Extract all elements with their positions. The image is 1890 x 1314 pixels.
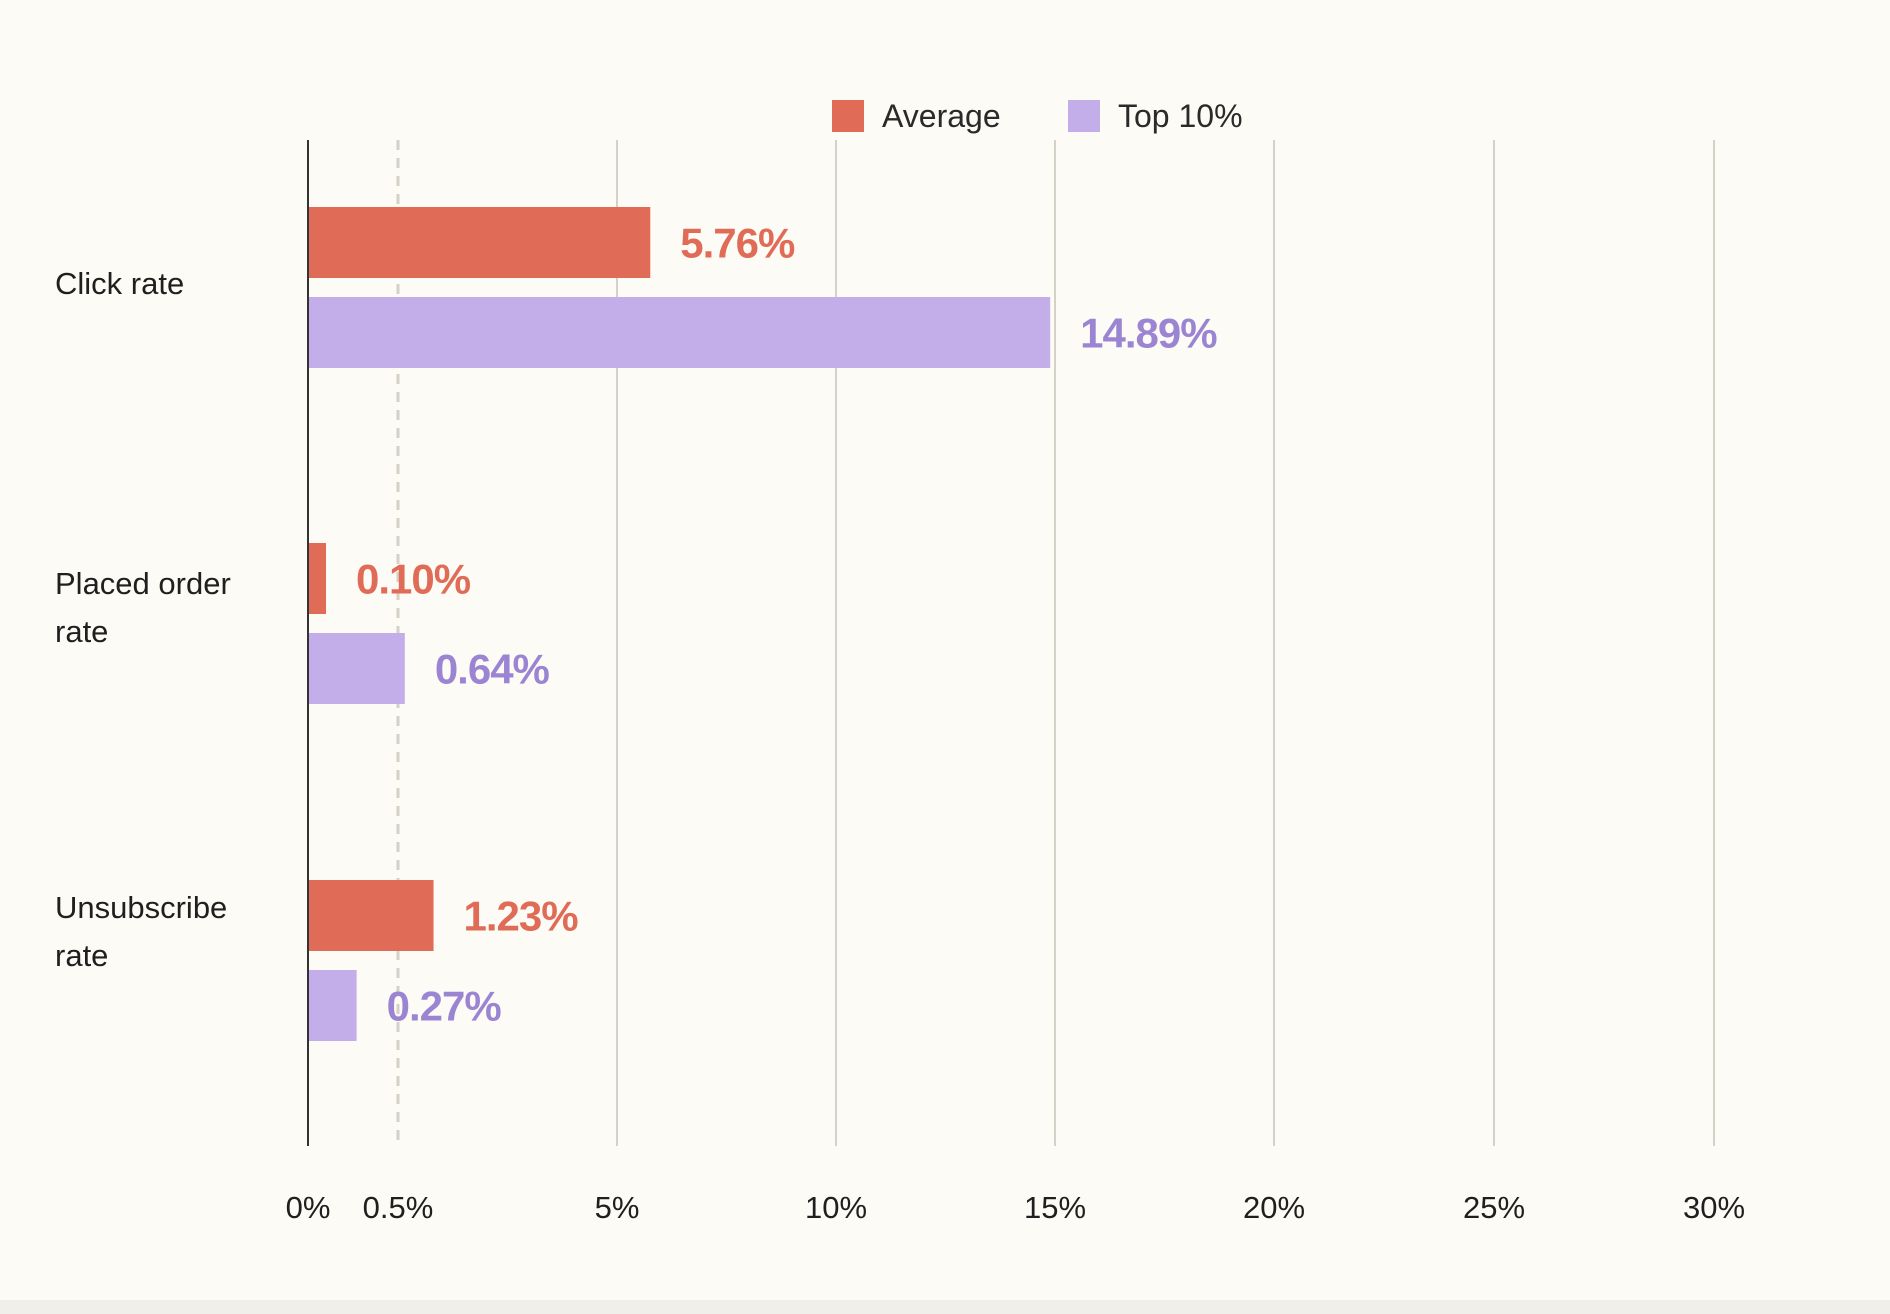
bottom-strip <box>0 1300 1890 1314</box>
legend-label-average: Average <box>882 98 1001 134</box>
bar-top10 <box>308 970 357 1041</box>
labels: 0% 0.5% 5% 10% 15% 20% 25% 30% 5.76% 14.89% Click … <box>55 220 1745 1226</box>
legend-swatch-average <box>832 100 864 132</box>
grid-lines <box>396 140 1715 1146</box>
x-tick-label: 30% <box>1683 1190 1745 1225</box>
bar-top10 <box>308 297 1051 368</box>
x-tick-label: 0% <box>286 1190 331 1225</box>
data-label-average: 0.10% <box>356 556 471 603</box>
legend-swatch-top10 <box>1068 100 1100 132</box>
bar-average <box>308 543 326 614</box>
x-tick-label: 15% <box>1024 1190 1086 1225</box>
x-tick-label: 10% <box>805 1190 867 1225</box>
bar-average <box>308 207 651 278</box>
x-tick-label: 20% <box>1243 1190 1305 1225</box>
data-label-top10: 0.64% <box>435 646 550 693</box>
category-label: Click rate <box>55 266 184 301</box>
data-label-average: 1.23% <box>464 893 579 940</box>
legend-label-top10: Top 10% <box>1118 98 1243 134</box>
x-tick-label: 5% <box>595 1190 640 1225</box>
x-tick-label: 0.5% <box>363 1190 434 1225</box>
category-label: Placed order rate <box>55 566 231 649</box>
data-label-top10: 14.89% <box>1080 310 1217 357</box>
x-tick-label: 25% <box>1463 1190 1525 1225</box>
bar-top10 <box>308 633 405 704</box>
bar-average <box>308 880 434 951</box>
legend: Average Top 10% <box>832 98 1243 134</box>
bars <box>308 207 1051 1041</box>
data-label-top10: 0.27% <box>387 983 502 1030</box>
category-label: Unsubscribe rate <box>55 890 227 973</box>
data-label-average: 5.76% <box>680 220 795 267</box>
